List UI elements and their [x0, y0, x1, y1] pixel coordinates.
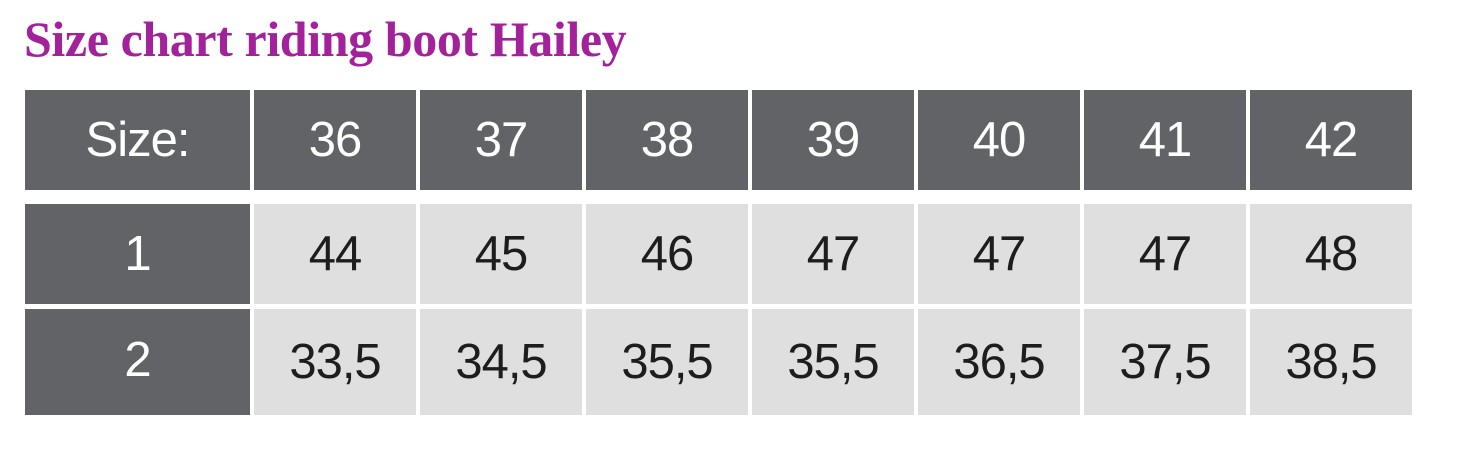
cell-row2-col37: 34,5 [420, 309, 582, 415]
header-cell-size-38: 38 [586, 90, 748, 190]
header-cell-size-label: Size: [25, 90, 250, 190]
cell-row2-col42: 38,5 [1250, 309, 1412, 415]
cell-row1-col41: 47 [1084, 204, 1246, 304]
header-cell-size-41: 41 [1084, 90, 1246, 190]
cell-row1-col42: 48 [1250, 204, 1412, 304]
header-cell-size-42: 42 [1250, 90, 1412, 190]
cell-row2-col36: 33,5 [254, 309, 416, 415]
cell-row1-col40: 47 [918, 204, 1080, 304]
table-row: 1 44 45 46 47 47 47 48 [25, 204, 1413, 304]
row-label-1: 1 [25, 204, 250, 304]
header-cell-size-40: 40 [918, 90, 1080, 190]
cell-row2-col39: 35,5 [752, 309, 914, 415]
cell-row1-col38: 46 [586, 204, 748, 304]
table-row: 2 33,5 34,5 35,5 35,5 36,5 37,5 38,5 [25, 309, 1413, 415]
cell-row2-col38: 35,5 [586, 309, 748, 415]
header-cell-size-36: 36 [254, 90, 416, 190]
cell-row1-col39: 47 [752, 204, 914, 304]
cell-row2-col40: 36,5 [918, 309, 1080, 415]
cell-row1-col37: 45 [420, 204, 582, 304]
table-header-row: Size: 36 37 38 39 40 41 42 [25, 90, 1413, 190]
header-cell-size-39: 39 [752, 90, 914, 190]
size-chart-table: Size: 36 37 38 39 40 41 42 1 44 45 46 47… [25, 90, 1413, 415]
page-title: Size chart riding boot Hailey [24, 11, 627, 67]
row-label-2: 2 [25, 309, 250, 415]
cell-row2-col41: 37,5 [1084, 309, 1246, 415]
cell-row1-col36: 44 [254, 204, 416, 304]
header-cell-size-37: 37 [420, 90, 582, 190]
